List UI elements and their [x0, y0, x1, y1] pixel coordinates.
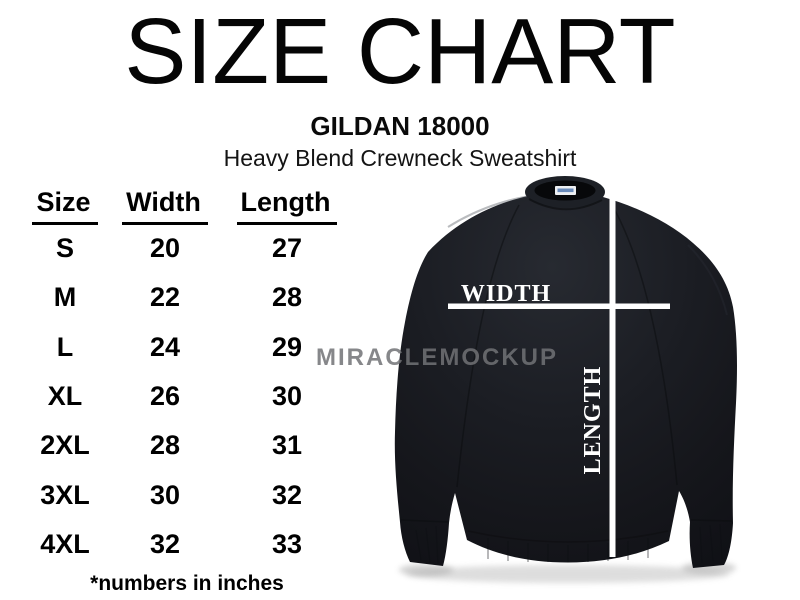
- seam-lines: [400, 204, 733, 543]
- width-cell: 24: [149, 331, 181, 362]
- length-cell: 27: [271, 233, 303, 264]
- ground-shadow: [399, 562, 736, 583]
- length-cell: 32: [271, 479, 303, 510]
- width-cell: 32: [149, 528, 181, 559]
- units-footnote: *numbers in inches: [90, 572, 284, 596]
- length-measure-line: [609, 182, 616, 557]
- size-cell: 4XL: [40, 528, 90, 559]
- brand-name: GILDAN 18000: [310, 111, 490, 141]
- watermark: MIRACLEMOCKUP: [316, 344, 558, 371]
- table-row: 3XL 30 32: [15, 470, 359, 519]
- width-cell: 20: [149, 233, 181, 264]
- size-cell: 3XL: [40, 479, 90, 510]
- width-cell: 22: [149, 282, 181, 313]
- size-cell: S: [55, 233, 74, 264]
- table-header-row: Size Width Length: [15, 183, 359, 225]
- sweatshirt-body: [394, 181, 737, 568]
- column-header-width: Width: [115, 183, 215, 225]
- size-cell: M: [53, 282, 77, 313]
- width-label: WIDTH: [461, 281, 551, 307]
- table-row: 4XL 32 33: [15, 520, 359, 569]
- width-cell: 30: [149, 479, 181, 510]
- length-cell: 28: [271, 282, 303, 313]
- table-row: S 20 27: [15, 224, 359, 273]
- length-cell: 30: [271, 381, 303, 412]
- product-name: Heavy Blend Crewneck Sweatshirt: [223, 145, 577, 171]
- size-cell: L: [56, 331, 74, 362]
- table-row: XL 26 30: [15, 372, 359, 421]
- length-label: LENGTH: [580, 366, 606, 475]
- table-row: 2XL 28 31: [15, 421, 359, 470]
- size-cell: 2XL: [40, 430, 90, 461]
- sweatshirt-photo: WIDTH LENGTH: [394, 176, 737, 583]
- width-measure-line: [448, 303, 670, 309]
- width-cell: 28: [149, 430, 181, 461]
- length-cell: 29: [271, 331, 303, 362]
- column-header-size: Size: [15, 183, 115, 225]
- crewneck-collar: [525, 176, 605, 211]
- width-cell: 26: [149, 381, 181, 412]
- size-table: Size Width Length S 20 27 M 22 28 L 24 2…: [15, 183, 359, 599]
- sweatshirt-mockup: WIDTH LENGTH: [388, 165, 754, 597]
- page-title: SIZE CHART: [124, 0, 676, 103]
- rib-texture: [415, 523, 723, 565]
- collar-tag-print: [557, 188, 574, 193]
- length-cell: 31: [271, 430, 303, 461]
- table-row: M 22 28: [15, 273, 359, 322]
- length-cell: 33: [271, 528, 303, 559]
- table-row: L 24 29: [15, 323, 359, 372]
- column-header-length: Length: [215, 183, 359, 225]
- size-cell: XL: [47, 381, 83, 412]
